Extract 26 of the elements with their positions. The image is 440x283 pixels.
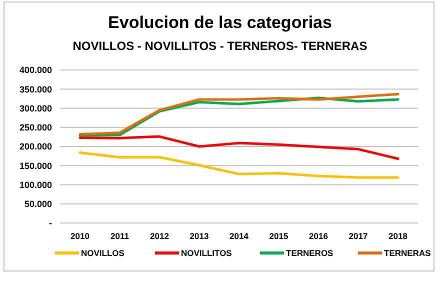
line-series xyxy=(78,151,400,179)
legend-label: NOVILLITOS xyxy=(181,248,232,258)
x-tick-label: 2011 xyxy=(110,231,130,241)
x-tick-label: 2010 xyxy=(70,231,90,241)
legend-label: TERNEROS xyxy=(286,248,334,258)
y-tick-label: 350.000 xyxy=(19,84,52,94)
y-tick-label: 100.000 xyxy=(19,180,52,190)
y-tick-label: - xyxy=(49,218,52,228)
x-tick-label: 2015 xyxy=(269,231,288,241)
y-tick-label: 400.000 xyxy=(19,65,52,76)
x-tick-label: 2013 xyxy=(190,231,209,241)
x-tick-label: 2012 xyxy=(150,231,170,241)
y-tick-label: 150.000 xyxy=(19,160,52,171)
legend-label: TERNERAS xyxy=(384,248,432,258)
y-tick-label: 50.000 xyxy=(24,199,52,210)
y-tick-label: 200.000 xyxy=(19,142,52,152)
x-tick-label: 2014 xyxy=(230,231,249,241)
y-tick-label: 250.000 xyxy=(19,122,52,133)
chart-subtitle: NOVILLOS - NOVILLITOS - TERNEROS- TERNERAS xyxy=(72,39,368,53)
x-tick-label: 2017 xyxy=(348,231,368,241)
x-tick-label: 2016 xyxy=(309,231,328,241)
line-series xyxy=(78,135,400,160)
y-tick-label: 300.000 xyxy=(19,103,52,114)
legend-label: NOVILLOS xyxy=(81,248,125,258)
chart-title: Evolucion de las categorias xyxy=(108,13,332,32)
x-tick-label: 2018 xyxy=(388,231,408,241)
